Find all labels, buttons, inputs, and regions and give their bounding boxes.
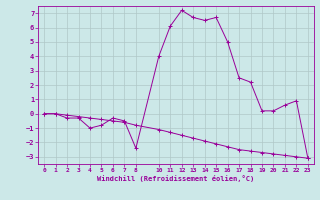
X-axis label: Windchill (Refroidissement éolien,°C): Windchill (Refroidissement éolien,°C) xyxy=(97,175,255,182)
